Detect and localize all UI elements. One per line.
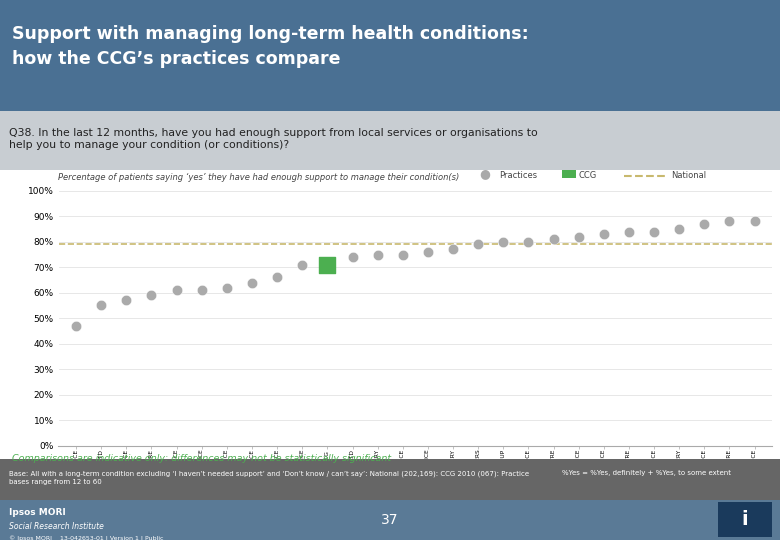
Point — [723, 217, 736, 226]
Point — [221, 284, 233, 292]
Text: Base: All with a long-term condition excluding ‘I haven’t needed support’ and ‘D: Base: All with a long-term condition exc… — [9, 470, 530, 485]
Point — [748, 217, 760, 226]
Point — [673, 225, 686, 233]
Point — [698, 220, 711, 228]
Point — [246, 278, 258, 287]
Point — [497, 238, 509, 246]
Text: 37: 37 — [381, 513, 399, 526]
Point — [120, 296, 133, 305]
Text: Ipsos MORI: Ipsos MORI — [9, 508, 66, 517]
Text: © Ipsos MORI    13-042653-01 | Version 1 | Public: © Ipsos MORI 13-042653-01 | Version 1 | … — [9, 536, 164, 540]
Text: Comparisons are indicative only: differences may not be statistically significan: Comparisons are indicative only: differe… — [12, 454, 391, 463]
Text: National: National — [671, 171, 706, 180]
Point — [648, 227, 661, 236]
Text: Percentage of patients saying ‘yes’ they have had enough support to manage their: Percentage of patients saying ‘yes’ they… — [58, 173, 459, 182]
Point — [346, 253, 359, 261]
Point — [70, 321, 83, 330]
Text: Support with managing long-term health conditions:
how the CCG’s practices compa: Support with managing long-term health c… — [12, 25, 529, 68]
Point — [422, 248, 434, 256]
Text: %Yes = %Yes, definitely + %Yes, to some extent: %Yes = %Yes, definitely + %Yes, to some … — [562, 470, 731, 476]
Point — [522, 238, 534, 246]
Text: ●: ● — [480, 167, 491, 180]
Point — [170, 286, 183, 294]
Point — [396, 250, 409, 259]
Point — [597, 230, 610, 239]
Point — [296, 260, 309, 269]
Point — [321, 260, 334, 269]
Point — [548, 235, 560, 244]
Point — [271, 273, 283, 282]
Point — [145, 291, 158, 300]
Text: Q38. In the last 12 months, have you had enough support from local services or o: Q38. In the last 12 months, have you had… — [9, 129, 538, 150]
Point — [447, 245, 459, 254]
Point — [622, 227, 635, 236]
Text: Social Research Institute: Social Research Institute — [9, 522, 105, 531]
Text: Practices: Practices — [499, 171, 537, 180]
Point — [196, 286, 208, 294]
Point — [472, 240, 484, 249]
Text: i: i — [742, 510, 748, 529]
Point — [371, 250, 384, 259]
Point — [95, 301, 108, 310]
Text: CCG: CCG — [579, 171, 597, 180]
Point — [573, 232, 585, 241]
